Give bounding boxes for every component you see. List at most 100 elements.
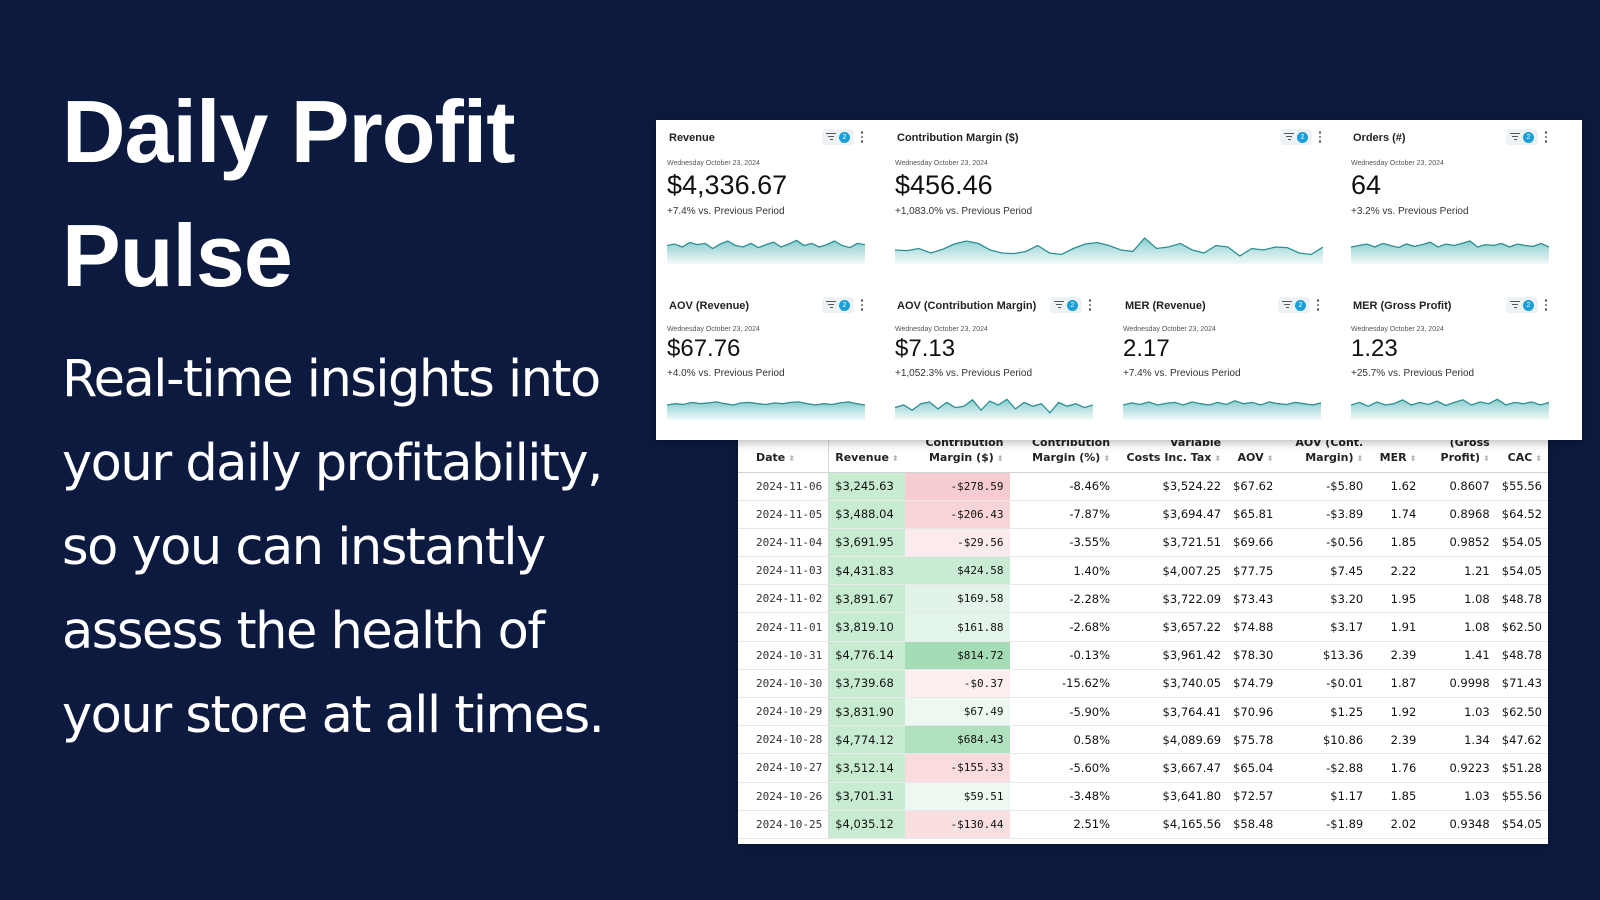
sort-icon[interactable]: ⬍ [1214,453,1222,463]
table-row[interactable]: 2024-10-29 $3,831.90 $67.49 -5.90% $3,764.41… [738,697,1548,727]
table-row[interactable]: 2024-10-25 $4,035.12 -$130.44 2.51% $4,165.5… [738,810,1548,839]
table-cell: 1.03 [1422,782,1496,811]
orders-card[interactable]: Orders (#) 2 Wednesday October 23, 2024 64 +… [1340,120,1554,280]
table-cell: 2024-10-30 [738,669,829,699]
card-change: +7.4% vs. Previous Period [667,206,785,217]
table-cell: $69.66 [1227,528,1280,558]
table-cell: $3,740.05 [1116,669,1228,699]
table-cell: 0.9852 [1422,528,1496,558]
sparkline-chart [1351,398,1549,420]
contribution-margin-card[interactable]: Contribution Margin ($) 2 Wednesday Octobe… [884,120,1328,280]
table-cell: -$3.89 [1279,500,1370,529]
sort-icon[interactable]: ⬍ [1535,453,1542,463]
profit-table: Date ⬍ Revenue ⬍ Contribution Margin ($) ⬍ Cont… [738,420,1548,839]
table-cell: 0.58% [1009,725,1117,755]
table-row[interactable]: 2024-10-30 $3,739.68 -$0.37 -15.62% $3,740.0… [738,669,1548,699]
table-row[interactable]: 2024-11-02 $3,891.67 $169.58 -2.28% $3,722.0… [738,584,1548,614]
filter-count-badge: 2 [1297,131,1308,143]
table-row[interactable]: 2024-11-05 $3,488.04 -$206.43 -7.87% $3,694.… [738,500,1548,529]
table-cell: $3,891.67 [828,584,905,614]
card-date: Wednesday October 23, 2024 [1351,326,1444,333]
table-cell: -5.90% [1009,697,1117,727]
aov-contribution-margin-card[interactable]: AOV (Contribution Margin) 2 Wednesday Octo… [884,288,1098,438]
filter-button[interactable]: 2 [822,129,854,145]
sort-icon[interactable]: ⬍ [1266,453,1274,463]
table-cell: 1.85 [1369,782,1423,811]
sort-icon[interactable]: ⬍ [891,453,899,463]
table-cell: 1.91 [1369,612,1423,642]
filter-icon [826,133,836,141]
filter-button[interactable]: 2 [1506,297,1538,313]
table-cell: $3.17 [1279,612,1370,642]
column-header-label: AOV [1237,450,1264,464]
filter-button[interactable]: 2 [1050,297,1082,313]
sparkline-line [667,401,865,406]
table-row[interactable]: 2024-10-28 $4,774.12 $684.43 0.58% $4,089.69… [738,725,1548,755]
table-cell: $54.05 [1495,556,1548,586]
table-row[interactable]: 2024-11-04 $3,691.95 -$29.56 -3.55% $3,721.5… [738,528,1548,558]
table-cell: $3,831.90 [828,697,905,727]
mer-gross-profit-card[interactable]: MER (Gross Profit) 2 Wednesday October 23,… [1340,288,1554,438]
sort-icon[interactable]: ⬍ [1103,453,1111,463]
table-cell: $62.50 [1495,697,1548,727]
card-date: Wednesday October 23, 2024 [895,326,988,333]
table-cell: $3,657.22 [1116,612,1228,642]
sort-icon[interactable]: ⬍ [996,453,1004,463]
table-cell: $75.78 [1227,725,1280,755]
table-cell: $10.86 [1279,725,1370,755]
table-cell: $3,641.80 [1116,782,1228,811]
aov-revenue-card[interactable]: AOV (Revenue) 2 Wednesday October 23, 2024… [656,288,870,438]
table-cell: $3,722.09 [1116,584,1228,614]
table-cell: $4,774.12 [828,725,905,755]
table-cell: 1.85 [1369,528,1423,558]
kpi-dashboard: Revenue 2 Wednesday October 23, 2024 $4,336… [656,120,1582,440]
card-value: $4,336.67 [667,170,788,200]
more-options-icon[interactable] [1544,131,1548,143]
filter-count-badge: 2 [1295,299,1306,311]
sparkline-line [1351,398,1549,408]
more-options-icon[interactable] [860,131,864,143]
table-cell: 2.22 [1369,556,1423,586]
sort-icon[interactable]: ⬍ [1483,453,1490,463]
table-cell: 0.8968 [1422,500,1496,529]
sort-icon[interactable]: ⬍ [788,453,795,463]
mer-revenue-card[interactable]: MER (Revenue) 2 Wednesday October 23, 2024… [1112,288,1326,438]
sort-icon[interactable]: ⬍ [1409,453,1417,463]
table-row[interactable]: 2024-11-03 $4,431.83 $424.58 1.40% $4,007.25… [738,556,1548,586]
table-cell: $3,701.31 [828,782,905,811]
filter-button[interactable]: 2 [1506,129,1538,145]
more-options-icon[interactable] [1318,131,1322,143]
more-options-icon[interactable] [1088,299,1092,311]
table-row[interactable]: 2024-10-26 $3,701.31 $59.51 -3.48% $3,641.80… [738,782,1548,811]
table-cell: 1.62 [1369,472,1423,501]
card-date: Wednesday October 23, 2024 [667,326,760,333]
more-options-icon[interactable] [860,299,864,311]
table-cell: -7.87% [1009,500,1117,529]
table-cell: $59.51 [904,782,1010,811]
filter-button[interactable]: 2 [1280,129,1312,145]
filter-count-badge: 2 [839,299,850,311]
table-cell: 2024-11-06 [738,472,829,501]
table-cell: 1.41 [1422,641,1496,670]
table-cell: $3,721.51 [1116,528,1228,558]
filter-icon [1282,301,1292,309]
table-cell: 2024-10-27 [738,753,829,783]
table-cell: $67.49 [904,697,1010,727]
sort-icon[interactable]: ⬍ [1356,453,1364,463]
table-row[interactable]: 2024-10-31 $4,776.14 $814.72 -0.13% $3,961.4… [738,641,1548,670]
table-cell: 1.87 [1369,669,1423,699]
more-options-icon[interactable] [1316,299,1320,311]
table-cell: -$5.80 [1279,472,1370,501]
filter-button[interactable]: 2 [1278,297,1310,313]
more-options-icon[interactable] [1544,299,1548,311]
table-cell: 1.08 [1422,612,1496,642]
revenue-card[interactable]: Revenue 2 Wednesday October 23, 2024 $4,336… [656,120,870,280]
table-cell: -8.46% [1009,472,1117,501]
table-cell: 2024-11-04 [738,528,829,558]
filter-icon [1510,301,1520,309]
table-row[interactable]: 2024-10-27 $3,512.14 -$155.33 -5.60% $3,667.… [738,753,1548,783]
table-row[interactable]: 2024-11-01 $3,819.10 $161.88 -2.68% $3,657.2… [738,612,1548,642]
table-row[interactable]: 2024-11-06 $3,245.63 -$278.59 -8.46% $3,524.… [738,472,1548,501]
filter-button[interactable]: 2 [822,297,854,313]
table-cell: 2.39 [1369,725,1423,755]
